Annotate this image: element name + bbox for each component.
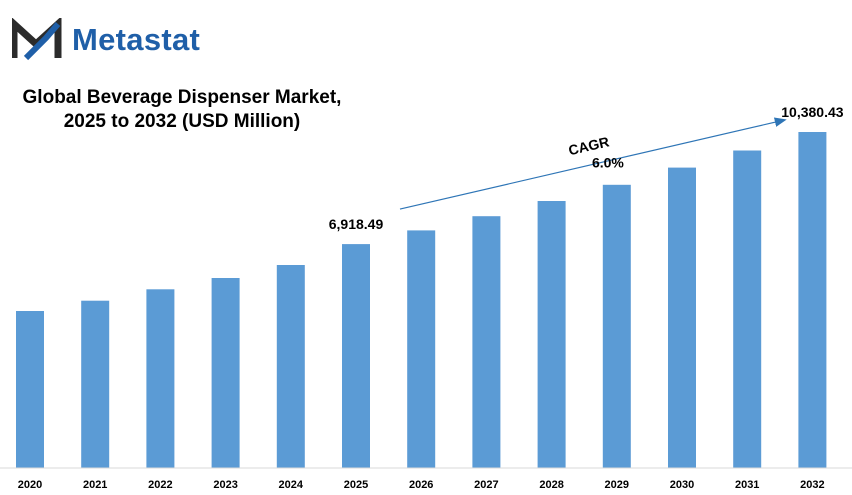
bar-2031 [733,150,762,468]
chart-title-line-1: Global Beverage Dispenser Market, [22,87,342,108]
bar-2024 [276,265,305,468]
cagr-value: 6.0% [592,155,624,171]
bar-2030 [668,167,696,468]
x-tick-2022: 2022 [148,479,172,491]
x-tick-2025: 2025 [344,479,368,491]
x-tick-2020: 2020 [18,479,42,491]
bar-2028 [537,201,566,468]
x-tick-2027: 2027 [474,479,498,491]
x-tick-2031: 2031 [735,479,759,491]
data-labels: 6,918.49 10,380.43 [329,104,844,232]
bar-2023 [211,278,240,468]
bar-2020 [16,311,44,468]
bar-2027 [472,216,501,468]
metastat-m-logo-icon [12,18,62,61]
bar-2032 [798,132,827,468]
data-label-2032: 10,380.43 [781,104,843,120]
bar-2029 [602,184,631,469]
x-tick-2029: 2029 [605,479,629,491]
bars [16,132,827,469]
bar-2022 [146,289,175,468]
x-axis-ticks: 2020 2021 2022 2023 2024 2025 2026 2027 2028 2029… [18,479,825,491]
bar-2021 [81,300,110,468]
x-tick-2026: 2026 [409,479,433,491]
x-tick-2032: 2032 [800,479,824,491]
bar-2026 [407,230,436,468]
bar-2025 [342,244,370,468]
x-tick-2024: 2024 [279,479,304,491]
chart-title-line-2: 2025 to 2032 (USD Million) [63,111,301,132]
chart-title: Global Beverage Dispenser Market, 2025 t… [12,86,352,134]
x-tick-2021: 2021 [83,479,107,491]
x-tick-2023: 2023 [213,479,237,491]
data-label-2025: 6,918.49 [329,216,384,232]
cagr-arrow [399,117,787,210]
brand-name: Metastat [72,22,201,57]
x-tick-2028: 2028 [539,479,563,491]
x-tick-2030: 2030 [670,479,694,491]
